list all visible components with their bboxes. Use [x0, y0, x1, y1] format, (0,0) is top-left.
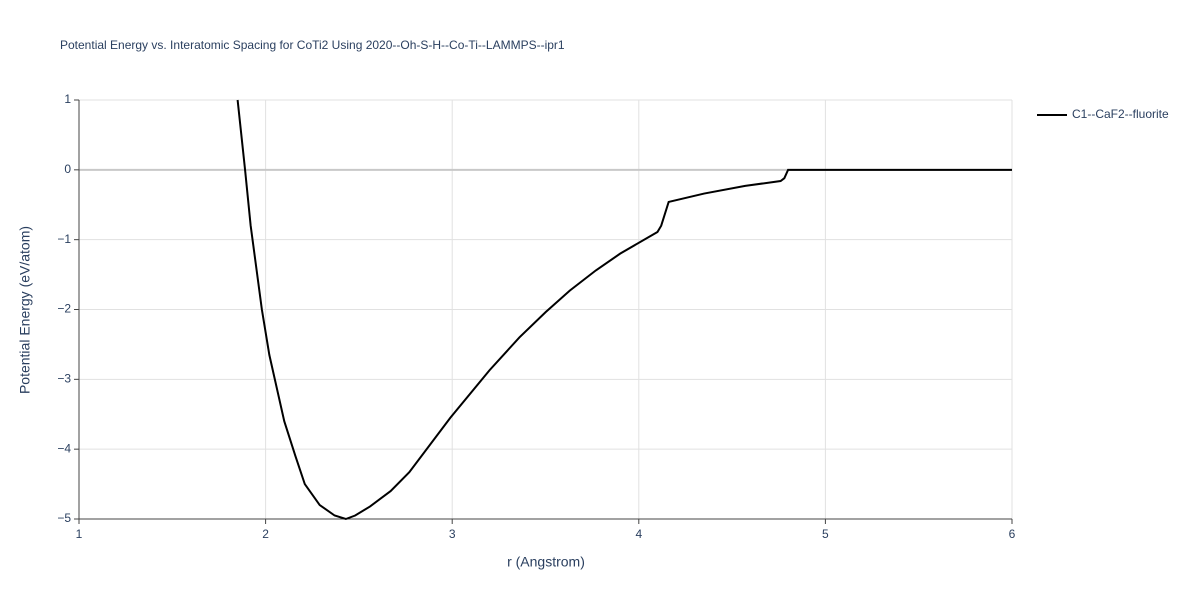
y-tick-label: 0	[64, 162, 71, 176]
x-tick-label: 2	[262, 527, 269, 541]
x-tick-label: 5	[822, 527, 829, 541]
x-axis-label: r (Angstrom)	[507, 554, 585, 570]
chart-title: Potential Energy vs. Interatomic Spacing…	[60, 38, 565, 52]
legend-label: C1--CaF2--fluorite	[1072, 107, 1169, 121]
y-tick-label: 1	[64, 92, 71, 106]
y-tick-label: −4	[57, 441, 71, 455]
x-tick-label: 1	[76, 527, 83, 541]
y-axis-label: Potential Energy (eV/atom)	[17, 226, 33, 394]
x-tick-label: 4	[635, 527, 642, 541]
x-tick-label: 3	[449, 527, 456, 541]
y-tick-label: −1	[57, 232, 71, 246]
y-tick-label: −3	[57, 372, 71, 386]
x-tick-label: 6	[1009, 527, 1016, 541]
y-tick-label: −2	[57, 302, 71, 316]
y-tick-label: −5	[57, 511, 71, 525]
line	[236, 99, 1012, 521]
